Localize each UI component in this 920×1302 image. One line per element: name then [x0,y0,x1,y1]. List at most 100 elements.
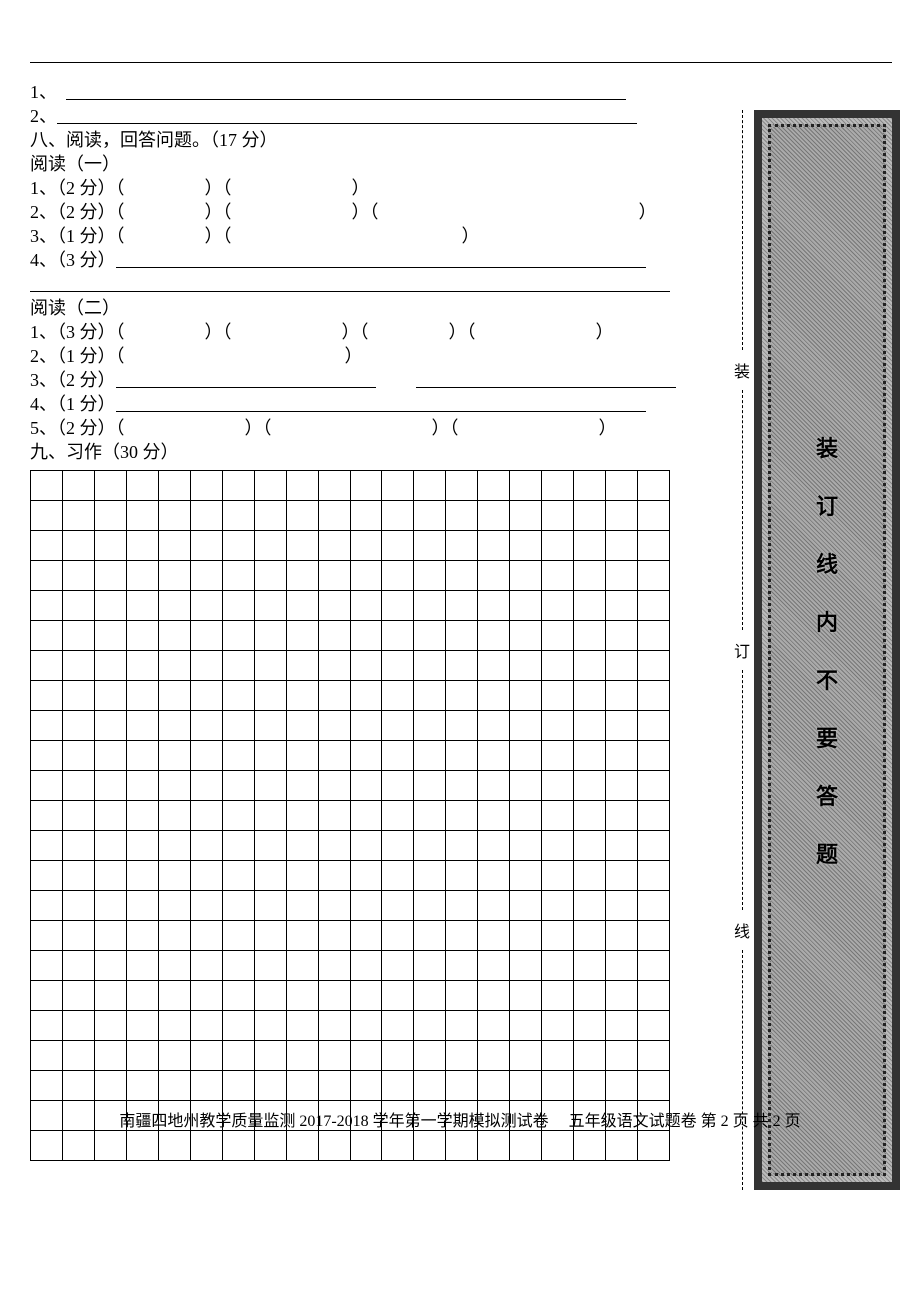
grid-cell [542,831,574,861]
grid-cell [95,831,127,861]
grid-cell [191,1071,223,1101]
grid-cell [351,741,383,771]
grid-cell [638,591,670,621]
grid-cell [63,1011,95,1041]
grid-cell [510,891,542,921]
grid-cell [351,561,383,591]
grid-cell [606,591,638,621]
grid-cell [446,831,478,861]
grid-cell [606,681,638,711]
grid-cell [414,531,446,561]
grid-cell [446,981,478,1011]
grid-cell [31,921,63,951]
grid-cell [223,591,255,621]
grid-cell [351,591,383,621]
grid-cell [191,1011,223,1041]
grid-cell [127,891,159,921]
grid-cell [574,561,606,591]
grid-cell [446,1071,478,1101]
grid-cell [191,831,223,861]
grid-cell [638,951,670,981]
binding-dashed-label: 装 [734,350,750,390]
r2l1-m3: ）（ [449,322,476,342]
grid-cell [287,501,319,531]
r2l2-prefix: 2、（1 分）（ [30,346,125,366]
grid-cell [159,891,191,921]
page-container: 1、 2、 八、阅读，回答问题。（17 分） 阅读（一） 1、（2 分）（）（）… [0,0,920,1191]
grid-cell [510,471,542,501]
grid-cell [414,771,446,801]
grid-cell [414,1011,446,1041]
r2l5-m1: ）（ [245,418,272,438]
r1l4-prefix: 4、（3 分） [30,250,116,270]
grid-cell [223,621,255,651]
grid-cell [127,1041,159,1071]
grid-cell [191,681,223,711]
grid-cell [351,891,383,921]
grid-cell [510,711,542,741]
grid-cell [31,891,63,921]
grid-cell [319,1011,351,1041]
r2-line1: 1、（3 分）（）（）（）（） [30,320,670,344]
grid-cell [127,801,159,831]
grid-cell [351,471,383,501]
grid-cell [255,1041,287,1071]
grid-cell [255,861,287,891]
grid-cell [31,741,63,771]
grid-cell [542,651,574,681]
grid-cell [351,531,383,561]
grid-cell [31,591,63,621]
binding-texture-box: 装订线内不要答题 [754,110,900,1190]
grid-cell [63,591,95,621]
grid-cell [510,621,542,651]
grid-cell [31,561,63,591]
grid-cell [446,801,478,831]
grid-cell [191,951,223,981]
grid-cell [319,1041,351,1071]
grid-cell [446,891,478,921]
grid-cell [574,921,606,951]
grid-cell [638,921,670,951]
grid-cell [255,591,287,621]
grid-cell [638,1011,670,1041]
grid-cell [159,771,191,801]
grid-cell [319,951,351,981]
grid-cell [510,531,542,561]
grid-cell [542,1011,574,1041]
grid-cell [255,741,287,771]
grid-cell [606,921,638,951]
grid-cell [446,951,478,981]
grid-cell [287,591,319,621]
grid-cell [478,831,510,861]
grid-cell [542,1041,574,1071]
grid-cell [95,591,127,621]
q2-row: 2、 [30,104,670,128]
grid-cell [191,561,223,591]
grid-cell [478,621,510,651]
grid-cell [95,741,127,771]
grid-cell [287,771,319,801]
grid-cell [287,861,319,891]
grid-cell [638,531,670,561]
grid-cell [446,651,478,681]
grid-cell [351,681,383,711]
grid-cell [287,471,319,501]
grid-cell [95,501,127,531]
grid-cell [638,621,670,651]
grid-cell [127,1011,159,1041]
grid-cell [127,861,159,891]
grid-cell [638,741,670,771]
page-footer: 南疆四地州教学质量监测 2017-2018 学年第一学期模拟测试卷 五年级语文试… [0,1107,920,1131]
grid-cell [287,531,319,561]
grid-cell [319,711,351,741]
grid-cell [63,951,95,981]
grid-cell [319,801,351,831]
grid-cell [191,1131,223,1161]
grid-cell [127,531,159,561]
grid-cell [414,981,446,1011]
grid-cell [574,771,606,801]
grid-cell [414,861,446,891]
binding-box-char: 要 [816,721,838,753]
grid-cell [606,561,638,591]
r2-line2: 2、（1 分）（） [30,344,670,368]
